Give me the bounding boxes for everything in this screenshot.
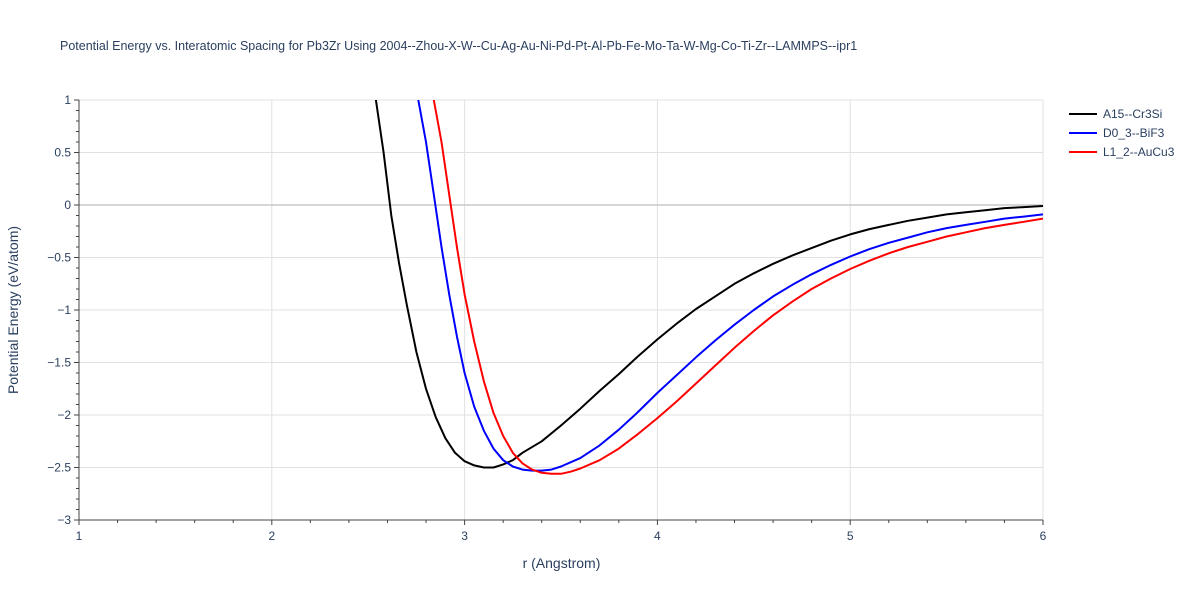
x-tick-label: 4 [654,529,661,543]
series-line-2 [432,100,1043,475]
series-line-1 [417,100,1043,472]
y-axis-ticks: 1 0.5 0 −0.5 −1 −1.5 −2 −2.5 −3 [47,93,71,527]
legend-item-0[interactable]: A15--Cr3Si [1069,107,1162,121]
y-tick-label: 0.5 [54,146,71,160]
y-tick-label: −2 [57,408,71,422]
x-tick-label: 5 [847,529,854,543]
legend-label: D0_3--BiF3 [1103,126,1165,140]
series-lines [374,100,1043,475]
legend-item-2[interactable]: L1_2--AuCu3 [1069,145,1175,159]
y-tick-label: −3 [57,513,71,527]
y-tick-label: −2.5 [47,461,71,475]
grid-lines [78,99,1044,521]
legend-label: A15--Cr3Si [1103,107,1162,121]
y-tick-label: 0 [64,198,71,212]
chart-title: Potential Energy vs. Interatomic Spacing… [60,39,857,53]
series-line-0 [374,100,1043,469]
x-tick-label: 2 [268,529,275,543]
minor-ticks [74,99,1044,525]
y-tick-label: −1.5 [47,356,71,370]
legend[interactable]: A15--Cr3Si D0_3--BiF3 L1_2--AuCu3 [1069,107,1175,159]
y-tick-label: 1 [64,93,71,107]
y-axis-title: Potential Energy (eV/atom) [5,226,21,394]
legend-label: L1_2--AuCu3 [1103,145,1175,159]
x-tick-label: 6 [1040,529,1047,543]
legend-item-1[interactable]: D0_3--BiF3 [1069,126,1165,140]
y-tick-label: −0.5 [47,251,71,265]
y-tick-label: −1 [57,303,71,317]
x-axis-ticks: 1 2 3 4 5 6 [76,529,1047,543]
x-axis-title: r (Angstrom) [523,555,601,571]
x-tick-label: 3 [461,529,468,543]
x-tick-label: 1 [76,529,83,543]
